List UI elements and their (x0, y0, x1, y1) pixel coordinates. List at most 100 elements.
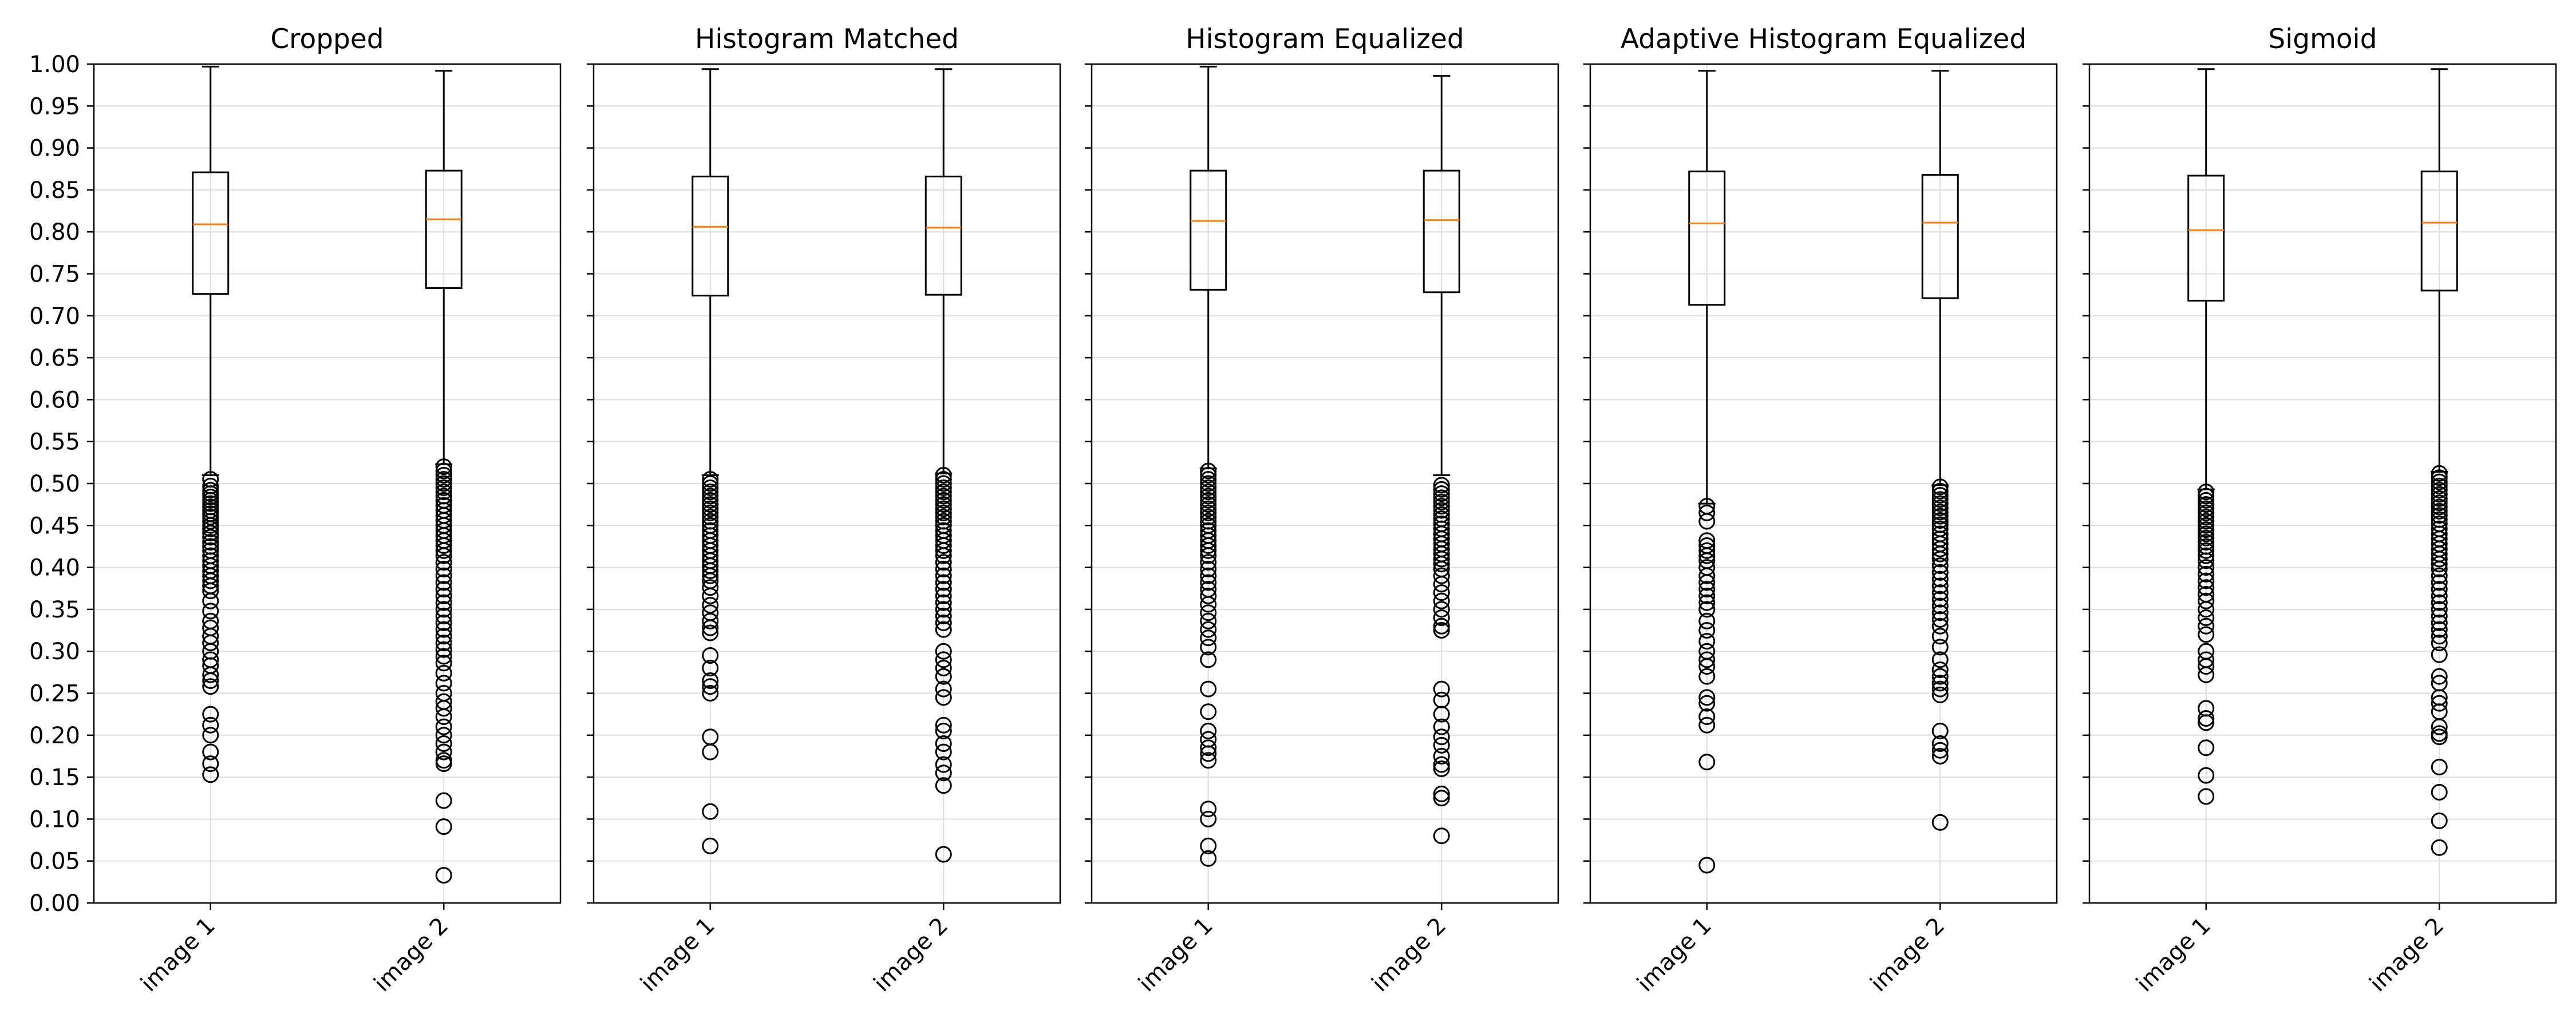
outlier-point (935, 756, 952, 773)
outlier-point (202, 509, 219, 526)
y-tick-label: 0.30 (29, 639, 80, 665)
outlier-point (2198, 547, 2215, 564)
outlier-point (435, 466, 452, 484)
outlier-point (2431, 608, 2448, 625)
outlier-point (935, 537, 952, 554)
outlier-point (435, 755, 452, 772)
outlier-point (435, 743, 452, 760)
outlier-point (1698, 594, 1716, 611)
outlier-point (435, 648, 452, 665)
outlier-point (935, 680, 952, 698)
outlier-point (2431, 783, 2448, 801)
y-tick-label: 0.90 (29, 136, 80, 162)
outlier-point (1698, 651, 1716, 668)
outlier-point (702, 488, 719, 505)
outlier-point (1433, 481, 1450, 498)
outlier-point (1200, 596, 1217, 613)
outlier-point (1433, 498, 1450, 515)
box-image-1 (2187, 68, 2225, 805)
outlier-point (2198, 521, 2215, 538)
y-tick-label: 0.15 (29, 764, 80, 791)
outlier-point (2431, 601, 2448, 618)
x-tick-label: image 1 (635, 913, 720, 997)
y-tick-label: 0.75 (29, 262, 80, 288)
outlier-point (435, 574, 452, 591)
outlier-point (202, 678, 219, 695)
outlier-point (202, 520, 219, 537)
x-tick-label: image 2 (369, 913, 454, 997)
y-tick-label: 0.60 (29, 387, 80, 413)
y-tick-label: 0.65 (29, 345, 80, 371)
y-tick-label: 0.20 (29, 723, 80, 749)
outlier-point (1931, 686, 1949, 703)
outlier-point (2198, 488, 2215, 505)
box-image-2 (2420, 68, 2458, 856)
outlier-point (1931, 500, 1949, 517)
outlier-point (2431, 469, 2448, 486)
outlier-point (2431, 502, 2448, 520)
outlier-point (435, 475, 452, 492)
outlier-point (202, 716, 219, 734)
outlier-point (202, 529, 219, 546)
outlier-point (2431, 490, 2448, 507)
outlier-point (935, 587, 952, 604)
y-tick-label: 0.95 (29, 93, 80, 120)
outlier-point (1931, 597, 1949, 615)
y-tick-label: 0.45 (29, 513, 80, 539)
outlier-point (935, 716, 952, 734)
outlier-point (2431, 574, 2448, 591)
outlier-point (702, 562, 719, 579)
outlier-point (1200, 471, 1217, 488)
outlier-point (435, 621, 452, 638)
outlier-point (1698, 857, 1716, 874)
outlier-point (1200, 621, 1217, 638)
outlier-point (2431, 567, 2448, 584)
outlier-point (935, 614, 952, 631)
outlier-point (435, 608, 452, 625)
iqr-box (192, 171, 230, 295)
outlier-point (1200, 509, 1217, 526)
outlier-point (1698, 754, 1716, 771)
outlier-point (702, 685, 719, 702)
outlier-point (1698, 547, 1716, 564)
outlier-point (202, 534, 219, 551)
outlier-point (935, 466, 952, 484)
panel-title: Histogram Equalized (1186, 23, 1464, 55)
outlier-point (2198, 534, 2215, 551)
outlier-point (1433, 617, 1450, 635)
outlier-point (702, 672, 719, 690)
outlier-point (435, 675, 452, 692)
outlier-point (935, 621, 952, 638)
outlier-point (2198, 601, 2215, 618)
box-image-1 (1688, 70, 1726, 874)
outlier-point (702, 479, 719, 496)
outlier-point (702, 567, 719, 584)
outlier-point (1698, 612, 1716, 629)
box-image-1 (1190, 65, 1227, 867)
outlier-point (702, 587, 719, 604)
outlier-point (1200, 752, 1217, 769)
outlier-point (702, 660, 719, 677)
y-tick-label: 0.50 (29, 471, 80, 497)
outlier-point (202, 592, 219, 609)
outlier-point (1433, 493, 1450, 510)
outlier-point (435, 655, 452, 672)
outlier-point (1433, 680, 1450, 698)
panel-title: Cropped (270, 23, 384, 55)
outlier-point (2198, 572, 2215, 589)
outlier-point (935, 542, 952, 559)
outlier-point (1433, 609, 1450, 627)
outlier-point (1698, 542, 1716, 559)
outlier-point (935, 643, 952, 660)
outlier-point (2198, 565, 2215, 583)
outlier-point (1200, 500, 1217, 517)
outlier-point (2431, 621, 2448, 638)
outlier-point (935, 475, 952, 492)
outlier-point (1433, 477, 1450, 494)
outlier-point (1931, 495, 1949, 512)
box-image-1 (692, 68, 729, 854)
outlier-point (435, 554, 452, 571)
outlier-point (202, 666, 219, 683)
axes-frame (2088, 63, 2557, 904)
